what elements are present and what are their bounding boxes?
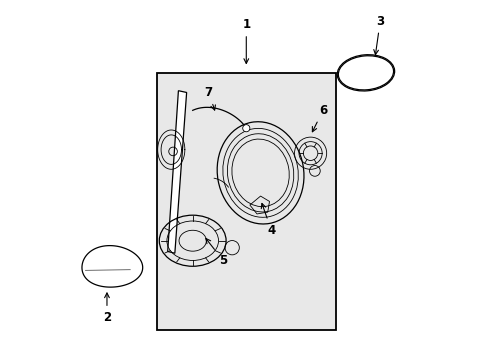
Text: 7: 7: [204, 86, 215, 110]
Circle shape: [242, 125, 249, 132]
Text: 3: 3: [373, 14, 384, 55]
Polygon shape: [82, 246, 142, 287]
Text: 6: 6: [312, 104, 326, 132]
Text: 5: 5: [205, 239, 227, 267]
Text: 1: 1: [242, 18, 250, 63]
Bar: [157, 73, 335, 330]
Polygon shape: [167, 91, 186, 253]
Text: 4: 4: [261, 203, 275, 237]
Text: 2: 2: [102, 293, 111, 324]
